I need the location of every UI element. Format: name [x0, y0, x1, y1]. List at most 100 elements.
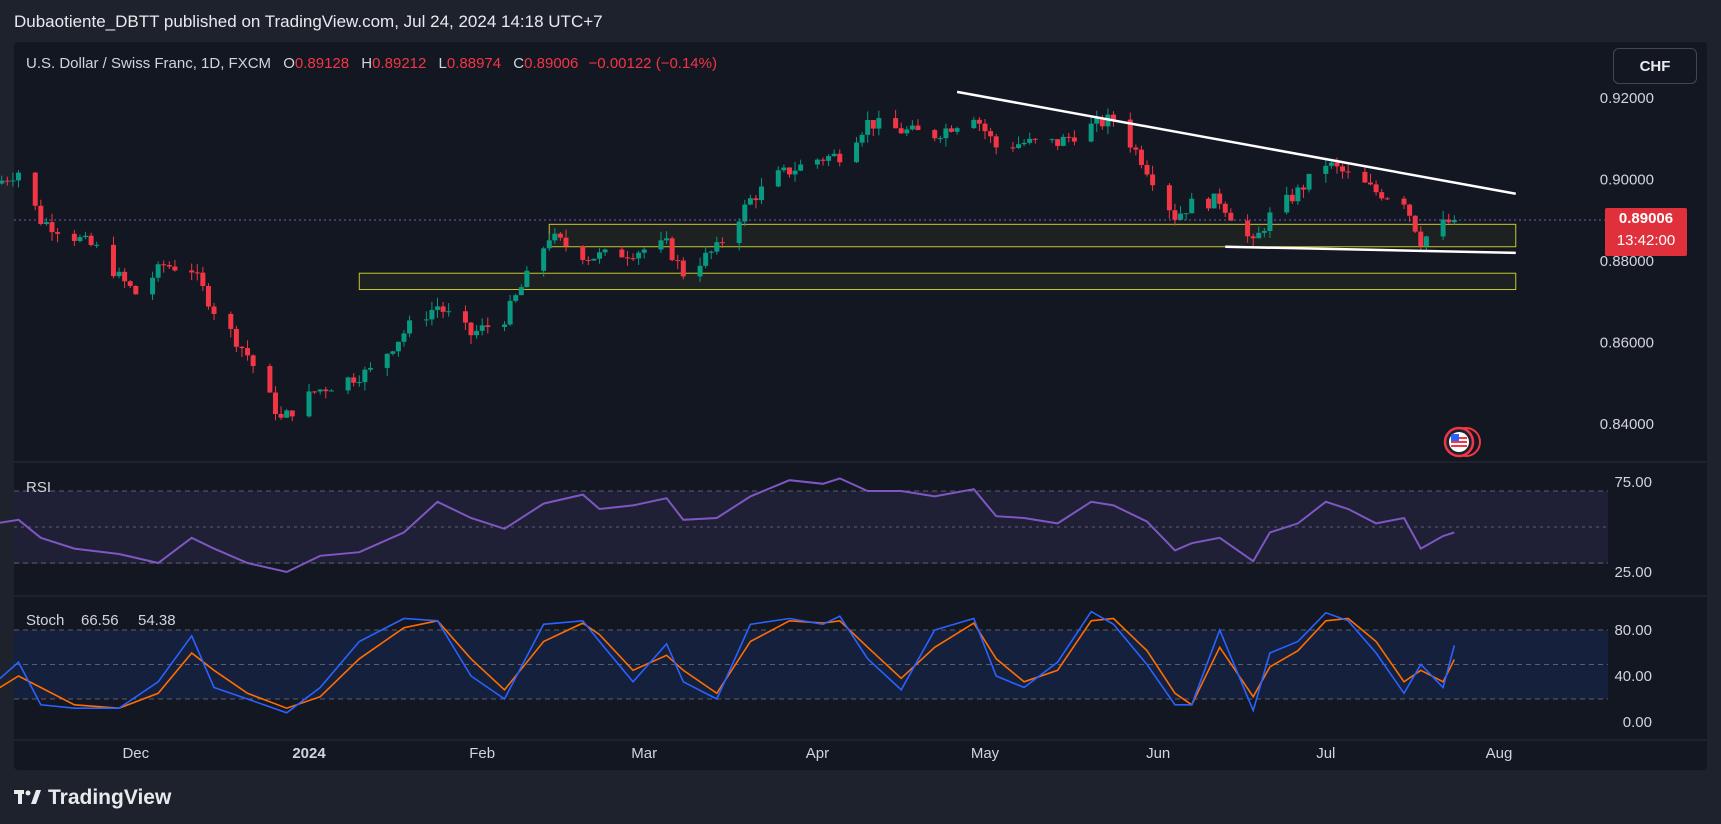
- close-label: C: [513, 55, 525, 72]
- candle-body: [312, 391, 318, 393]
- candle-body: [675, 260, 681, 262]
- candle-body: [1222, 203, 1228, 213]
- price-tick-label: 0.84000: [1600, 416, 1654, 433]
- candle-body: [4, 180, 10, 182]
- candle-body: [161, 264, 167, 266]
- low-value: 0.88974: [446, 55, 502, 72]
- flag-icon[interactable]: [1443, 426, 1481, 458]
- candle-body: [83, 235, 89, 238]
- rsi-line: [0, 477, 1455, 574]
- candle-body: [233, 328, 239, 347]
- change-value: −0.00122 (−0.14%): [588, 55, 717, 72]
- last-price-tag: 0.89006 13:42:00: [1605, 208, 1687, 256]
- candle-body: [630, 258, 636, 260]
- candle-body: [1094, 117, 1100, 124]
- candle-body: [43, 222, 49, 225]
- support-zone: [548, 223, 1517, 248]
- candle-body: [110, 244, 116, 277]
- candle-body: [1345, 171, 1351, 173]
- candle-body: [753, 198, 759, 201]
- close-value: 0.89006: [524, 55, 579, 72]
- candle-body: [32, 172, 38, 206]
- candle-body: [384, 353, 390, 368]
- footer: [0, 770, 1721, 824]
- candle-body: [122, 271, 128, 282]
- support-zone: [358, 272, 1517, 291]
- candle-body: [250, 355, 256, 367]
- candle-body: [1440, 219, 1446, 237]
- candle-body: [189, 270, 195, 273]
- candle-body: [1289, 194, 1295, 202]
- candle-body: [1178, 213, 1184, 220]
- candle-body: [580, 246, 586, 260]
- candle-body: [77, 237, 83, 241]
- candle-body: [915, 125, 921, 131]
- candle-body: [719, 242, 725, 244]
- candle-body: [245, 348, 251, 356]
- candle-body: [10, 180, 16, 182]
- candle-body: [619, 249, 625, 258]
- candle-body: [1127, 119, 1133, 148]
- top-bar: Dubaotiente_DBTT published on TradingVie…: [0, 0, 1721, 42]
- candle-body: [407, 320, 413, 334]
- rsi-title: RSI: [26, 479, 51, 496]
- candle-body: [798, 164, 804, 171]
- candle-body: [703, 252, 709, 266]
- candle-body: [1300, 187, 1306, 190]
- candle-body: [775, 170, 781, 187]
- candle-body: [708, 251, 714, 253]
- candle-body: [468, 322, 474, 336]
- symbol-legend: U.S. Dollar / Swiss Franc, 1D, FXCM O0.8…: [26, 55, 717, 72]
- candle-body: [1021, 142, 1027, 145]
- tradingview-logo[interactable]: TradingView: [14, 786, 171, 810]
- publisher-line: Dubaotiente_DBTT published on TradingVie…: [14, 12, 603, 31]
- candle-body: [502, 324, 508, 327]
- candle-body: [267, 366, 273, 393]
- candle-body: [982, 123, 988, 132]
- candle-body: [1245, 220, 1251, 237]
- high-value: 0.89212: [372, 55, 427, 72]
- candle-body: [781, 167, 787, 171]
- candle-body: [1368, 182, 1374, 185]
- candle-body: [669, 238, 675, 261]
- candle-body: [513, 295, 519, 301]
- candle-body: [485, 325, 491, 327]
- trendline: [1225, 245, 1516, 255]
- time-tick-label: Jun: [1146, 745, 1170, 762]
- symbol-name[interactable]: U.S. Dollar / Swiss Franc, 1D, FXCM: [26, 55, 272, 72]
- stoch-title: Stoch: [26, 612, 64, 629]
- candle-body: [988, 131, 994, 137]
- candle-body: [742, 204, 748, 222]
- candle-body: [1250, 236, 1256, 239]
- candle-body: [792, 170, 798, 175]
- candle-body: [211, 306, 217, 314]
- candle-body: [1267, 212, 1273, 231]
- trendline: [956, 90, 1516, 195]
- high-label: H: [361, 55, 373, 72]
- time-tick-label: Apr: [806, 745, 829, 762]
- candle-body: [1211, 193, 1217, 209]
- candle-body: [1088, 123, 1094, 142]
- brand-name: TradingView: [48, 786, 172, 809]
- candle-body: [150, 277, 156, 295]
- candle-body: [1049, 139, 1055, 141]
- candle-body: [474, 330, 480, 336]
- candle-body: [1205, 198, 1211, 209]
- candle-body: [557, 233, 563, 238]
- candle-body: [1027, 138, 1033, 143]
- candle-body: [854, 142, 860, 163]
- price-tick-label: 0.90000: [1600, 172, 1654, 189]
- currency-button[interactable]: CHF: [1613, 48, 1697, 84]
- candle-body: [1373, 184, 1379, 193]
- time-tick-label: Jul: [1316, 745, 1335, 762]
- candle-body: [664, 238, 670, 241]
- candle-body: [1055, 139, 1061, 146]
- price-tick-label: 0.92000: [1600, 90, 1654, 107]
- candle-body: [423, 319, 429, 321]
- candle-body: [624, 257, 630, 259]
- candle-body: [541, 248, 547, 271]
- candle-body: [747, 198, 753, 205]
- candle-body: [736, 221, 742, 243]
- stoch-k-line: [0, 610, 1456, 714]
